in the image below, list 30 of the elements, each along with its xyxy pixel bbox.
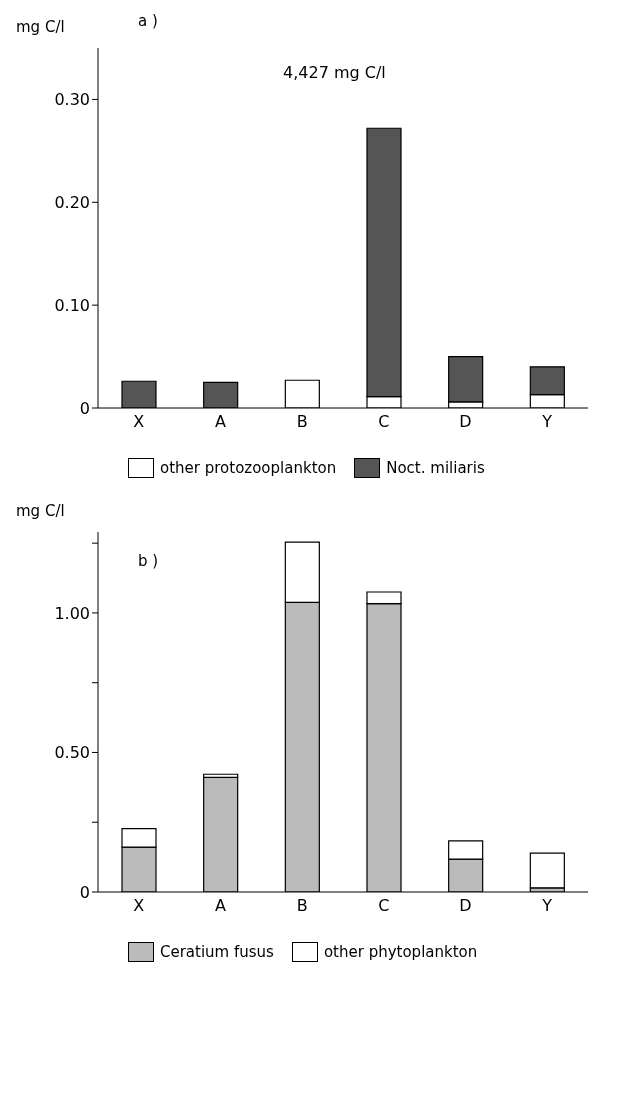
legend-label: Ceratium fusus xyxy=(159,942,274,962)
y-axis-title: mg C/l xyxy=(16,502,65,520)
legend-label: Noct. miliaris xyxy=(385,458,485,478)
y-tick-label: 0.30 xyxy=(54,90,90,110)
y-tick-label: 0 xyxy=(79,398,90,418)
x-tick-label: D xyxy=(459,412,472,432)
chart-title: a ) xyxy=(138,12,158,30)
bar xyxy=(529,852,565,889)
y-tick-label: 0.10 xyxy=(54,295,90,315)
bar xyxy=(448,355,484,403)
text: b ) xyxy=(138,552,159,570)
legend-label: other protozooplankton xyxy=(159,458,337,478)
legend-label: other phytoplankton xyxy=(322,942,478,962)
x-tick-label: A xyxy=(215,412,227,432)
x-tick-label: B xyxy=(296,896,308,916)
y-tick-label: 1.00 xyxy=(54,603,90,623)
x-tick-label: X xyxy=(133,896,145,916)
y-tick-label: 0 xyxy=(79,882,90,902)
y-tick-label: 0.50 xyxy=(54,743,90,763)
x-tick-label: Y xyxy=(541,412,553,432)
x-tick-label: Y xyxy=(541,896,553,916)
x-tick-label: C xyxy=(378,896,390,916)
y-tick-label: 0.20 xyxy=(54,192,90,212)
x-tick-label: B xyxy=(296,412,308,432)
annotation: 4,427 mg C/l xyxy=(283,63,386,83)
y-axis-title: mg C/l xyxy=(16,18,65,36)
x-tick-label: X xyxy=(133,412,145,432)
x-tick-label: C xyxy=(378,412,390,432)
x-tick-label: D xyxy=(459,896,472,916)
x-tick-label: A xyxy=(215,896,227,916)
